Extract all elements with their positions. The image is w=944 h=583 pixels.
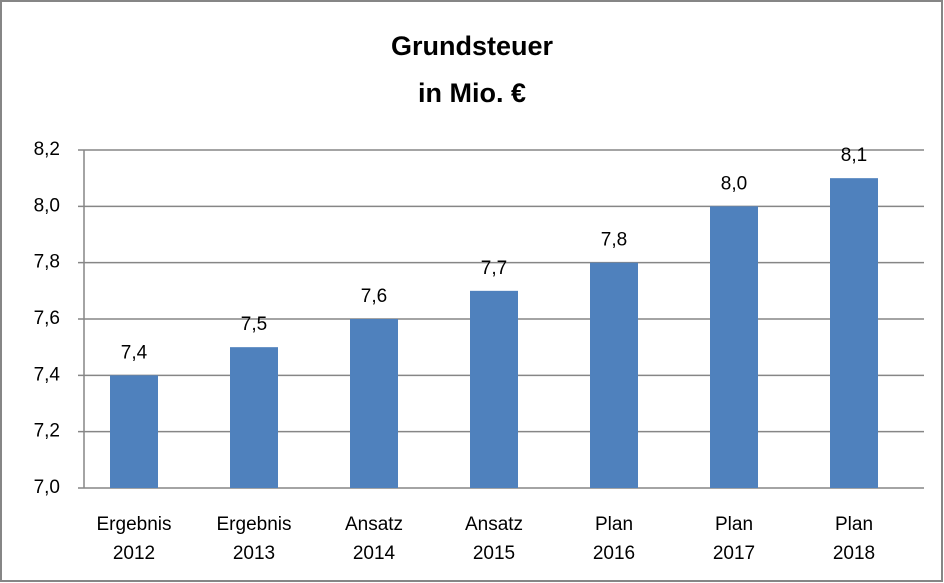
y-tick-label: 8,2 [34, 139, 60, 160]
chart-title: Grundsteuer [391, 31, 554, 61]
x-tick-label: Plan [595, 514, 633, 535]
x-tick-label: 2018 [833, 543, 875, 564]
y-tick-label: 7,2 [34, 421, 60, 442]
y-tick-label: 7,4 [34, 364, 61, 385]
x-tick-label: Plan [835, 514, 873, 535]
bar [590, 262, 638, 488]
y-tick-label: 7,8 [34, 252, 60, 273]
x-tick-label: Ergebnis [217, 514, 292, 535]
y-tick-label: 7,6 [34, 308, 60, 329]
chart-title: in Mio. € [418, 78, 526, 108]
value-label: 7,8 [601, 230, 627, 251]
value-label: 7,4 [121, 342, 148, 363]
bar [470, 290, 518, 488]
bar [230, 347, 278, 488]
value-label: 7,5 [241, 314, 267, 335]
value-label: 7,6 [361, 286, 387, 307]
x-tick-label: 2013 [233, 543, 275, 564]
x-tick-label: Plan [715, 514, 753, 535]
x-tick-label: Ansatz [345, 514, 403, 535]
x-tick-label: 2015 [473, 543, 515, 564]
bar [710, 206, 758, 489]
x-tick-label: 2012 [113, 543, 155, 564]
bar [830, 178, 878, 488]
x-tick-label: Ansatz [465, 514, 523, 535]
value-label: 8,1 [841, 145, 867, 166]
y-tick-label: 7,0 [34, 477, 60, 498]
x-tick-label: Ergebnis [97, 514, 172, 535]
value-label: 7,7 [481, 258, 507, 279]
value-label: 8,0 [721, 173, 747, 194]
y-tick-label: 8,0 [34, 195, 60, 216]
x-tick-label: 2014 [353, 543, 396, 564]
bar [350, 319, 398, 488]
bar [110, 375, 158, 488]
x-tick-label: 2017 [713, 543, 755, 564]
x-tick-label: 2016 [593, 543, 635, 564]
